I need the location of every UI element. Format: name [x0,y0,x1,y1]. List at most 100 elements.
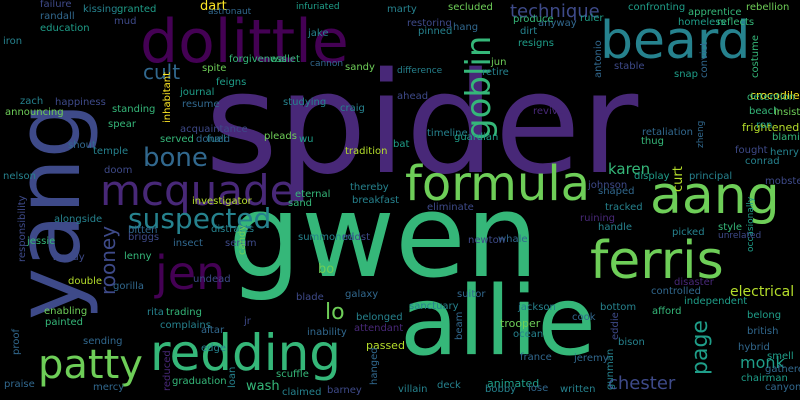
word-technique: technique [510,1,600,22]
word-disaster: disaster [674,277,714,288]
word-failure: failure [40,0,72,10]
word-happiness: happiness [55,97,106,108]
word-eternal: eternal [295,189,331,200]
word-jackson: jackson [518,302,556,313]
word-summoned: summoned [298,232,354,243]
word-eddie: eddie [610,312,621,340]
word-temple: temple [93,146,129,157]
word-gwen: gwen [228,170,539,304]
word-eliminate: eliminate [427,202,474,213]
word-display: display [634,171,670,182]
word-investigator: investigator [192,196,252,207]
word-shaped: shaped [598,186,635,197]
word-undead: undead [193,274,231,285]
word-confronting: confronting [628,2,686,13]
word-zheng: zheng [696,120,706,148]
word-sending: sending [83,336,123,347]
word-mcquade: mcquade [100,166,296,215]
word-tradition: tradition [345,146,388,157]
word-gorilla: gorilla [113,281,145,292]
word-craig: craig [340,103,365,114]
word-tracked: tracked [605,202,643,213]
word-newton: newton [468,235,506,246]
word-written: written [560,384,596,395]
word-secluded: secluded [448,2,493,13]
word-reflects: reflects [717,17,755,28]
word-chester: chester [608,373,676,394]
word-chairman: chairman [741,373,788,384]
word-spite: spite [202,63,227,74]
word-jr: jr [244,316,251,327]
word-resume: resume [182,99,220,110]
word-wallet: wallet [270,54,300,65]
word-curt: curt [671,166,686,192]
word-mobster: mobster [765,176,800,187]
word-british: british [747,326,779,337]
word-hybrid: hybrid [738,342,770,353]
word-mud: mud [114,16,137,27]
word-convict: convict [699,41,710,78]
word-hanged: hanged [369,347,380,385]
word-candy: candy [237,224,248,255]
word-inability: inability [307,327,347,338]
word-complains: complains [160,320,211,331]
word-responsibility: responsibility [17,195,28,262]
word-jeremy: jeremy [574,353,609,364]
word-afford: afford [652,306,682,317]
word-lo: lo [325,300,345,325]
word-sandy: sandy [345,62,375,73]
word-picked: picked [672,227,705,238]
word-shout: shout [68,140,96,151]
word-timeline: timeline [427,128,468,139]
word-controlled: controlled [651,286,701,297]
word-zach: zach [20,96,44,107]
word-praise: praise [4,379,35,390]
word-apprentice: apprentice [688,7,742,18]
word-bitten: bitten [128,225,158,236]
word-lose: lose [528,383,549,394]
word-goblin: goblin [459,35,499,140]
word-kissing: kissing [83,4,118,15]
word-formula: formula [405,156,591,212]
word-anyway: anyway [538,18,577,29]
word-beach: beach [749,106,780,117]
word-inhabitant: inhabitant [162,71,173,123]
word-belong: belong [747,310,782,321]
word-granted: granted [117,4,157,15]
word-johnson: johnson [588,180,628,191]
word-gunman: gunman [605,348,616,390]
word-principal: principal [689,171,733,182]
word-fought: fought [735,145,768,156]
word-bobby: bobby [485,384,517,395]
word-karen: karen [608,160,651,178]
word-belonged: belonged [356,312,403,323]
word-astronaut: astronaut [208,7,252,17]
word-antonio: antonio [593,40,604,78]
word-trading: trading [166,307,202,318]
word-patty: patty [38,342,143,388]
word-allie: allie [400,267,596,377]
word-thereby: thereby [350,182,389,193]
word-occasionally: occasionally [746,196,756,252]
word-dolittle: dolittle [140,7,349,77]
word-aang: aang [650,166,780,226]
word-rebellion: rebellion [746,2,790,13]
word-ruining: ruining [580,213,616,224]
word-cult: cult [143,60,181,84]
word-ruler: ruler [580,13,604,24]
word-stable: stable [614,61,645,72]
word-mercy: mercy [93,382,125,393]
word-gathered: gathered [765,364,800,375]
word-wu: wu [299,134,314,145]
word-monk: monk [740,353,785,372]
word-double: double [68,276,103,287]
word-loan: loan [227,366,238,388]
word-villain: villain [398,384,428,395]
word-iron: iron [3,36,23,47]
word-france: france [520,352,552,363]
word-crocodile: crocodile [750,89,800,102]
word-ferris: ferris [590,231,724,291]
word-bo: bo [318,262,335,277]
word-standing: standing [112,104,156,115]
word-smell: smell [767,351,794,362]
